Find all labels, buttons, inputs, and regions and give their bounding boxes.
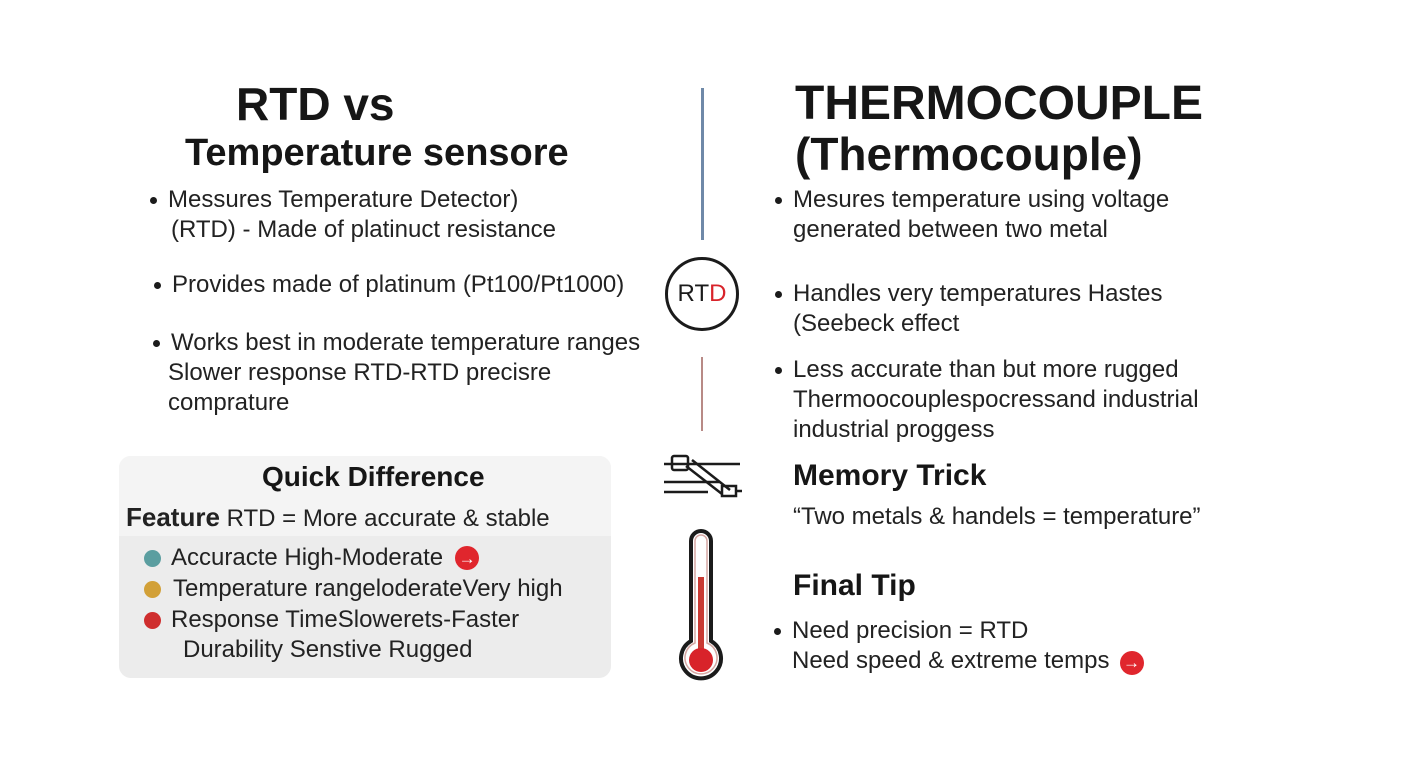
sensor-probe-icon	[664, 454, 742, 498]
final-tip-line-1: Need precision = RTD	[792, 617, 1029, 644]
bullet-dot	[774, 628, 781, 635]
left-bullet-1-line-1: Messures Temperature Detector)	[168, 186, 519, 213]
left-title-line1: RTD vs	[236, 78, 395, 130]
left-title-line2: Temperature sensore	[185, 132, 569, 174]
qd-row-accuracy-text: Accuracte High-Moderate	[171, 544, 444, 571]
rtd-badge-accent: D	[709, 280, 727, 307]
right-bullet-3-line-1: Less accurate than but more rugged	[793, 356, 1179, 383]
left-bullet-3-line-3: comprature	[168, 389, 290, 416]
bullet-dot	[775, 197, 782, 204]
final-tip-line-2: Need speed & extreme temps →	[792, 646, 1144, 676]
right-bullet-1-line-1: Mesures temperature using voltage	[793, 186, 1170, 213]
feature-text: RTD = More accurate & stable	[226, 505, 550, 532]
final-tip-bullet: Need precision = RTD Need speed & extrem…	[774, 616, 1144, 676]
right-bullet-2: Handles very temperatures Hastes (Seebec…	[775, 279, 1163, 339]
rtd-badge-icon: RT D	[665, 257, 739, 331]
thermometer-icon	[679, 529, 723, 681]
final-tip-title: Final Tip	[793, 569, 916, 602]
rtd-badge-text: RT	[677, 280, 710, 307]
feature-label: Feature	[126, 502, 220, 532]
bullet-dot	[150, 197, 157, 204]
qd-row-response-time: Response TimeSlowerets-Faster	[144, 606, 519, 634]
qd-dot-red	[144, 611, 161, 629]
quick-difference-title: Quick Difference	[262, 461, 485, 492]
right-bullet-1: Mesures temperature using voltage genera…	[775, 185, 1169, 245]
arrow-right-circle-icon: →	[1119, 650, 1144, 675]
right-bullet-1-line-2: generated between two metal	[793, 216, 1108, 243]
left-bullet-3: Works best in moderate temperature range…	[153, 328, 640, 418]
left-bullet-3-line-1: Works best in moderate temperature range…	[171, 329, 641, 356]
memory-trick-title: Memory Trick	[793, 459, 987, 492]
right-bullet-3-line-2: Thermoocouplespocressand industrial	[793, 386, 1199, 413]
qd-row-durability: Durability Senstive Rugged	[183, 636, 473, 664]
left-bullet-3-line-2: Slower response RTD-RTD precisre	[168, 359, 552, 386]
qd-row-accuracy: Accuracte High-Moderate →	[144, 544, 480, 572]
right-bullet-2-line-2: (Seebeck effect	[793, 310, 960, 337]
left-bullet-2: Provides made of platinum (Pt100/Pt1000)	[154, 270, 624, 300]
qd-dot-teal	[144, 549, 161, 567]
qd-row-durability-text: Durability Senstive Rugged	[183, 636, 473, 663]
bullet-dot	[775, 291, 782, 298]
qd-row-response-text: Response TimeSlowerets-Faster	[171, 606, 520, 633]
arrow-right-circle-icon: →	[455, 546, 480, 570]
qd-dot-gold	[144, 580, 161, 598]
quick-difference-feature: Feature RTD = More accurate & stable	[126, 502, 550, 534]
bullet-dot	[154, 282, 161, 289]
qd-row-temperature-range: Temperature rangeloderateVery high	[144, 575, 563, 603]
quick-difference-box	[119, 456, 611, 678]
right-bullet-3-line-3: industrial proggess	[793, 416, 995, 443]
quick-difference-header-band	[119, 456, 611, 536]
divider-bottom	[701, 357, 703, 431]
memory-trick-text: “Two metals & handels = temperature”	[793, 503, 1201, 530]
right-title-line1: THERMOCOUPLE	[795, 77, 1203, 130]
bullet-dot	[775, 367, 782, 374]
bullet-dot	[153, 340, 160, 347]
qd-row-temperature-text: Temperature rangeloderateVery high	[173, 575, 563, 602]
divider-top	[701, 88, 704, 240]
left-bullet-1-line-2: (RTD) - Made of platinuct resistance	[171, 216, 557, 243]
left-bullet-2-line-1: Provides made of platinum (Pt100/Pt1000)	[172, 271, 625, 298]
right-bullet-3: Less accurate than but more rugged Therm…	[775, 355, 1199, 445]
right-bullet-2-line-1: Handles very temperatures Hastes	[793, 280, 1163, 307]
right-title-line2: (Thermocouple)	[795, 128, 1143, 180]
final-tip-line-2-text: Need speed & extreme temps	[792, 647, 1110, 674]
left-bullet-1: Messures Temperature Detector) (RTD) - M…	[150, 185, 556, 245]
